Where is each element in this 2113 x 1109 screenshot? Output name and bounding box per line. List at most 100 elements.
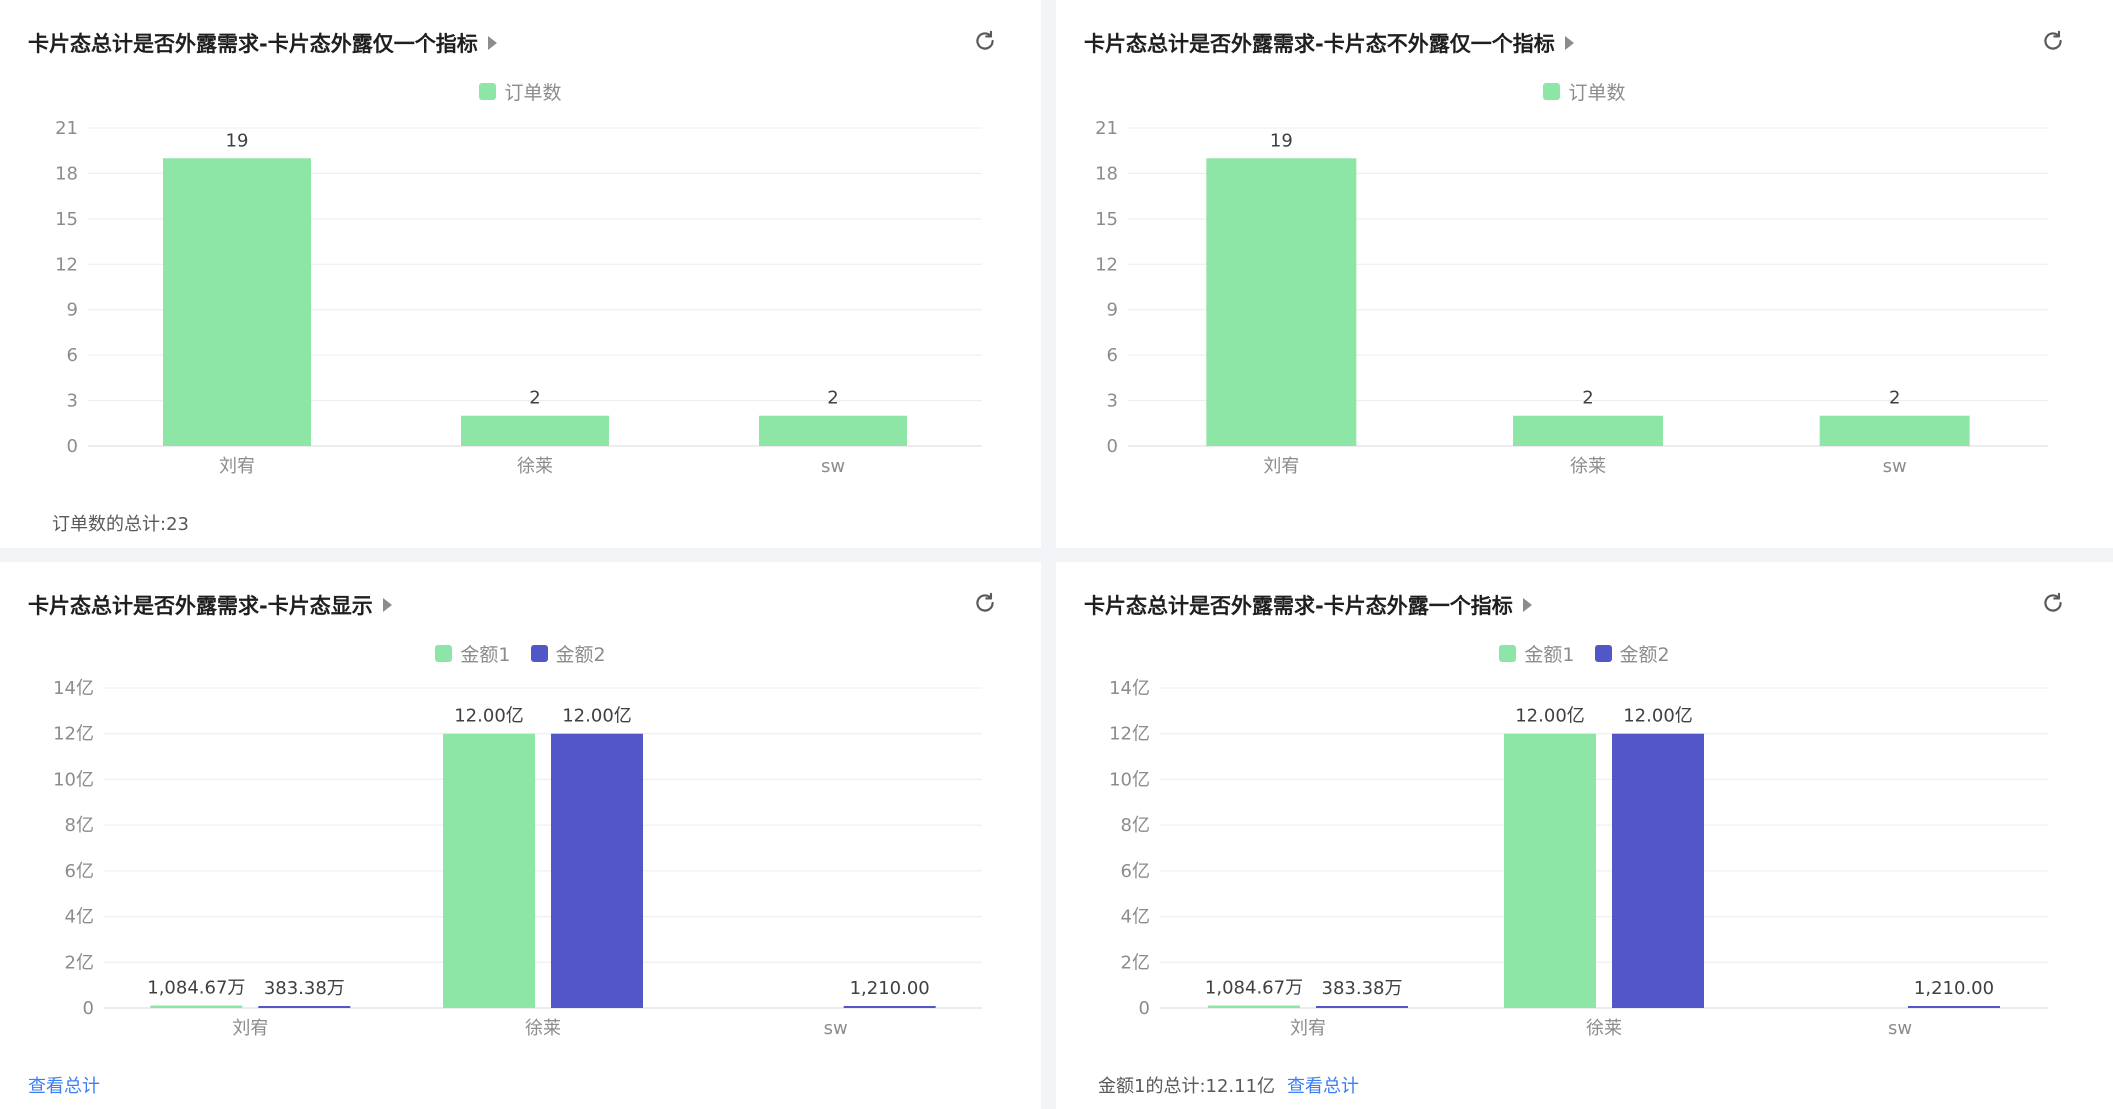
refresh-icon[interactable] (2040, 28, 2066, 54)
y-tick-label: 3 (67, 391, 78, 412)
x-tick-label: sw (1888, 1018, 1912, 1039)
refresh-icon[interactable] (2040, 590, 2066, 616)
y-tick-label: 0 (83, 998, 94, 1019)
chart-card: 卡片态总计是否外露需求-卡片态显示 金额1 金额2 0 2亿 4亿 6亿 8亿 10亿 12亿… (0, 562, 1041, 1109)
chart-legend: 订单数 (1056, 78, 2113, 105)
y-tick-label: 4亿 (1121, 907, 1150, 928)
bar[interactable] (1513, 415, 1663, 446)
view-total-link[interactable]: 查看总计 (1287, 1076, 1360, 1097)
chart-title-text: 卡片态总计是否外露需求-卡片态外露仅一个指标 (28, 32, 478, 56)
y-tick-label: 18 (55, 163, 78, 184)
chart-title[interactable]: 卡片态总计是否外露需求-卡片态外露仅一个指标 (28, 28, 497, 58)
x-tick-label: 刘宥 (1290, 1018, 1326, 1039)
legend-item[interactable]: 订单数 (1543, 78, 1626, 105)
bar-chart: 0 3 6 9 12 15 18 21 19 刘宥 2 徐莱 2 sw (55, 118, 982, 477)
y-tick-label: 15 (55, 209, 78, 230)
chart-legend: 金额1 金额2 (0, 640, 1041, 667)
chart-title-text: 卡片态总计是否外露需求-卡片态显示 (28, 594, 373, 618)
caret-right-icon[interactable] (1564, 36, 1574, 50)
y-tick-label: 6亿 (65, 861, 94, 882)
legend-item[interactable]: 订单数 (479, 78, 562, 105)
caret-right-icon[interactable] (382, 598, 392, 612)
legend-swatch (1594, 645, 1612, 662)
y-tick-label: 9 (67, 300, 78, 321)
bar-value-label: 1,210.00 (1914, 978, 1994, 999)
x-tick-label: 刘宥 (232, 1018, 268, 1039)
y-tick-label: 8亿 (1121, 815, 1150, 836)
refresh-icon[interactable] (972, 28, 998, 54)
bar-value-label: 2 (827, 388, 838, 409)
chart-legend: 金额1 金额2 (1056, 640, 2113, 667)
legend-swatch (479, 83, 497, 100)
bar[interactable] (1206, 158, 1357, 447)
bar-value-label: 12.00亿 (562, 706, 632, 727)
bar[interactable] (258, 1006, 351, 1008)
x-tick-label: 徐莱 (517, 456, 553, 477)
y-tick-label: 3 (1107, 391, 1118, 412)
total-summary: 订单数的总计:23 (52, 514, 189, 535)
x-tick-label: 徐莱 (525, 1018, 561, 1039)
bar[interactable] (150, 1005, 243, 1008)
bar[interactable] (843, 1006, 936, 1008)
y-tick-label: 8亿 (65, 815, 94, 836)
bar[interactable] (443, 733, 535, 1008)
legend-label: 金额1 (1524, 644, 1575, 666)
view-total-link[interactable]: 查看总计 (28, 1076, 100, 1097)
chart-title-text: 卡片态总计是否外露需求-卡片态外露一个指标 (1084, 594, 1513, 618)
bar-value-label: 19 (226, 130, 249, 151)
y-tick-label: 6 (1107, 345, 1118, 366)
bar[interactable] (1908, 1006, 2000, 1008)
y-tick-label: 14亿 (1109, 678, 1150, 699)
caret-right-icon[interactable] (1522, 598, 1532, 612)
chart-card: 卡片态总计是否外露需求-卡片态不外露仅一个指标 订单数 0 3 6 9 12 15 18 21… (1056, 0, 2113, 548)
bar-value-label: 383.38万 (1322, 978, 1403, 999)
legend-item[interactable]: 金额1 (435, 640, 511, 667)
legend-label: 金额2 (1619, 644, 1670, 666)
bar[interactable] (759, 415, 907, 446)
refresh-icon[interactable] (972, 590, 998, 616)
y-tick-label: 12亿 (1109, 724, 1150, 745)
x-tick-label: sw (824, 1018, 848, 1039)
legend-item[interactable]: 金额2 (1594, 640, 1670, 667)
y-tick-label: 6 (67, 345, 78, 366)
bar[interactable] (1316, 1006, 1408, 1008)
bar[interactable] (163, 158, 311, 447)
legend-swatch (1543, 83, 1561, 100)
bar-value-label: 1,210.00 (850, 978, 930, 999)
y-tick-label: 2亿 (65, 952, 94, 973)
chart-title[interactable]: 卡片态总计是否外露需求-卡片态外露一个指标 (1084, 590, 1532, 620)
x-tick-label: 徐莱 (1570, 456, 1606, 477)
bar[interactable] (551, 733, 643, 1008)
legend-swatch (1499, 645, 1517, 662)
bar[interactable] (1504, 733, 1596, 1008)
bar-value-label: 1,084.67万 (147, 978, 245, 999)
bar-value-label: 2 (529, 388, 540, 409)
chart-title[interactable]: 卡片态总计是否外露需求-卡片态不外露仅一个指标 (1084, 28, 1574, 58)
bar[interactable] (1208, 1005, 1300, 1008)
bar-value-label: 383.38万 (264, 978, 345, 999)
legend-item[interactable]: 金额2 (530, 640, 606, 667)
y-tick-label: 14亿 (53, 678, 94, 699)
bar[interactable] (1819, 415, 1970, 446)
legend-label: 金额2 (555, 644, 606, 666)
y-tick-label: 4亿 (65, 907, 94, 928)
y-tick-label: 12 (1095, 254, 1118, 275)
bar-value-label: 12.00亿 (454, 706, 524, 727)
bar-value-label: 2 (1889, 388, 1900, 409)
y-tick-label: 10亿 (1109, 769, 1150, 790)
bar[interactable] (1612, 733, 1704, 1008)
chart-footer: 查看总计 (28, 1072, 100, 1098)
chart-title[interactable]: 卡片态总计是否外露需求-卡片态显示 (28, 590, 392, 620)
x-tick-label: 刘宥 (219, 456, 255, 477)
legend-label: 金额1 (460, 644, 511, 666)
x-tick-label: sw (821, 456, 845, 477)
chart-card: 卡片态总计是否外露需求-卡片态外露仅一个指标 订单数 0 3 6 9 12 15 18 21 1… (0, 0, 1041, 548)
caret-right-icon[interactable] (487, 36, 497, 50)
y-tick-label: 12 (55, 254, 78, 275)
legend-item[interactable]: 金额1 (1499, 640, 1575, 667)
chart-legend: 订单数 (0, 78, 1041, 105)
y-tick-label: 0 (1107, 436, 1118, 457)
bar-value-label: 19 (1270, 130, 1293, 151)
y-tick-label: 12亿 (53, 724, 94, 745)
bar[interactable] (461, 415, 609, 446)
